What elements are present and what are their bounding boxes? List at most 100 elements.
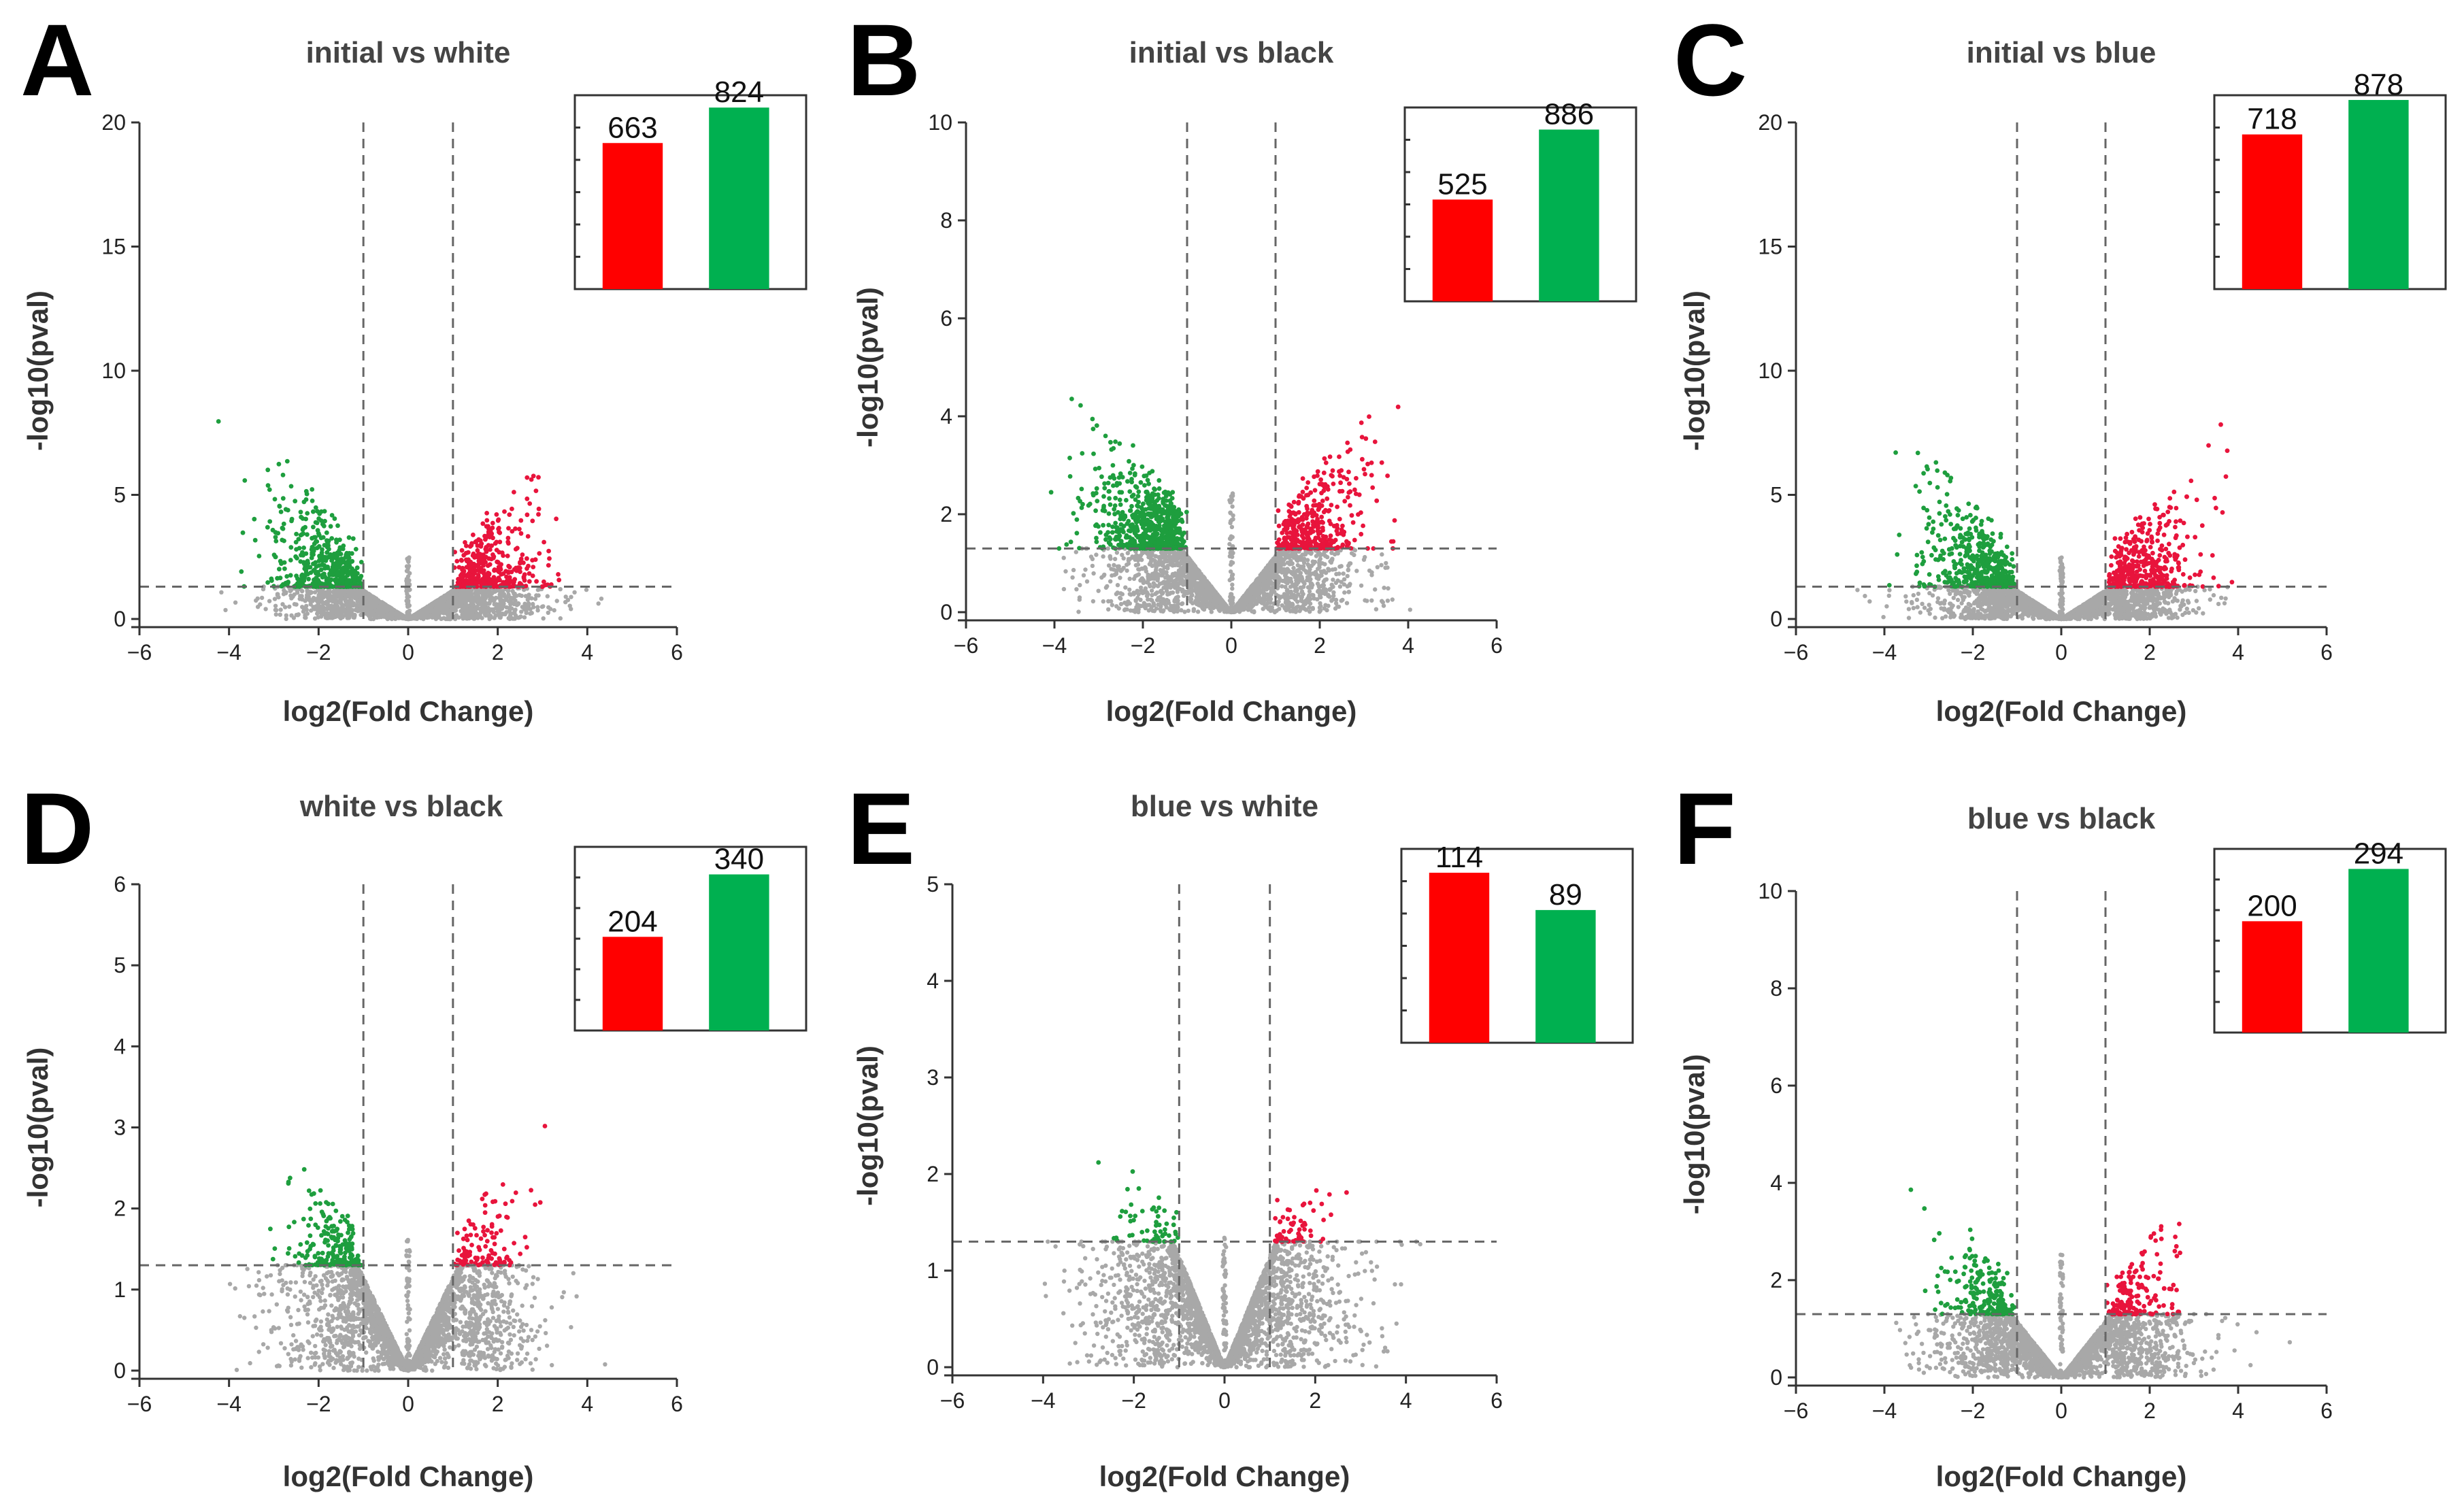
down-point — [300, 572, 305, 577]
ns-point — [584, 587, 589, 592]
bar-value-label: 824 — [714, 76, 764, 109]
ns-point — [427, 606, 431, 611]
down-point — [328, 524, 333, 529]
ns-point — [463, 589, 467, 594]
up-point — [490, 525, 495, 531]
up-point — [509, 569, 514, 575]
down-point — [320, 535, 326, 540]
ns-point — [278, 612, 282, 617]
ns-point — [554, 599, 559, 603]
ns-point — [558, 587, 563, 592]
down-point — [347, 563, 352, 567]
ns-point — [1114, 550, 1120, 555]
ns-point — [529, 611, 534, 616]
ns-point — [1346, 590, 1352, 594]
ns-point — [363, 607, 367, 612]
ns-point — [346, 593, 351, 599]
y-tick-label: 0 — [114, 607, 126, 631]
ns-point — [297, 597, 302, 601]
up-point — [491, 554, 497, 559]
ns-point — [1344, 601, 1350, 605]
ns-point — [1110, 603, 1115, 607]
up-point — [510, 506, 514, 512]
up-point — [525, 534, 531, 539]
down-point — [326, 538, 331, 543]
ns-point — [1101, 554, 1105, 559]
ns-point — [314, 605, 318, 610]
up-point — [515, 546, 520, 551]
ns-point — [1149, 588, 1154, 593]
panel-letter: B — [847, 3, 920, 117]
down-count-bar — [709, 107, 769, 290]
ns-point — [478, 601, 483, 606]
ns-point — [1101, 599, 1106, 604]
ns-point — [491, 609, 496, 614]
down-point — [297, 580, 301, 585]
ns-point — [442, 593, 448, 598]
down-point — [273, 535, 278, 540]
chart-title: initial vs black — [1129, 36, 1334, 69]
up-point — [527, 501, 533, 506]
ns-point — [1127, 576, 1132, 582]
ns-point — [1277, 607, 1282, 611]
down-point — [289, 516, 295, 522]
ns-point — [330, 605, 335, 611]
down-point — [280, 472, 286, 477]
ns-point — [1365, 599, 1369, 603]
down-point — [294, 531, 299, 537]
down-point — [252, 537, 258, 543]
ns-point — [292, 602, 297, 607]
down-point — [310, 498, 315, 503]
ns-point — [280, 602, 285, 607]
ns-point — [333, 614, 338, 619]
ns-point — [548, 607, 553, 611]
up-point — [459, 558, 464, 563]
ns-point — [1061, 586, 1067, 592]
ns-point — [319, 599, 324, 603]
ns-point — [1123, 585, 1128, 590]
down-point — [284, 458, 290, 464]
down-point — [309, 555, 314, 560]
ns-point — [1341, 571, 1346, 576]
ns-point — [1115, 583, 1120, 588]
down-point — [311, 561, 316, 567]
up-point — [536, 506, 542, 512]
ns-point — [546, 610, 550, 615]
ns-point — [1361, 557, 1367, 562]
ns-point — [284, 616, 288, 622]
ns-point — [509, 601, 514, 605]
up-point — [531, 565, 536, 569]
up-point — [512, 490, 516, 495]
ns-point — [295, 588, 300, 593]
ns-point — [506, 592, 511, 597]
down-point — [265, 580, 270, 585]
up-point — [490, 535, 495, 541]
down-point — [282, 538, 286, 543]
down-point — [301, 578, 307, 584]
ns-point — [1112, 563, 1116, 567]
up-point — [506, 526, 511, 531]
ns-point — [522, 601, 527, 606]
up-point — [525, 566, 529, 571]
up-point — [505, 535, 511, 541]
ns-point — [545, 594, 550, 599]
x-axis-label: log2(Fold Change) — [283, 695, 534, 727]
down-point — [265, 483, 271, 488]
ns-point — [329, 609, 335, 614]
ns-point — [284, 590, 288, 595]
panel-letter: A — [20, 3, 94, 117]
up-point — [485, 563, 490, 568]
up-point — [479, 541, 484, 546]
up-point — [463, 540, 467, 545]
down-point — [239, 569, 244, 574]
ns-point — [259, 595, 265, 601]
up-point — [517, 581, 522, 586]
ns-point — [517, 615, 522, 620]
down-point — [265, 467, 271, 473]
down-point — [278, 575, 283, 581]
ns-point — [368, 599, 373, 604]
down-point — [316, 577, 320, 583]
ns-point — [404, 599, 409, 603]
ns-point — [493, 595, 499, 601]
down-point — [288, 573, 293, 578]
